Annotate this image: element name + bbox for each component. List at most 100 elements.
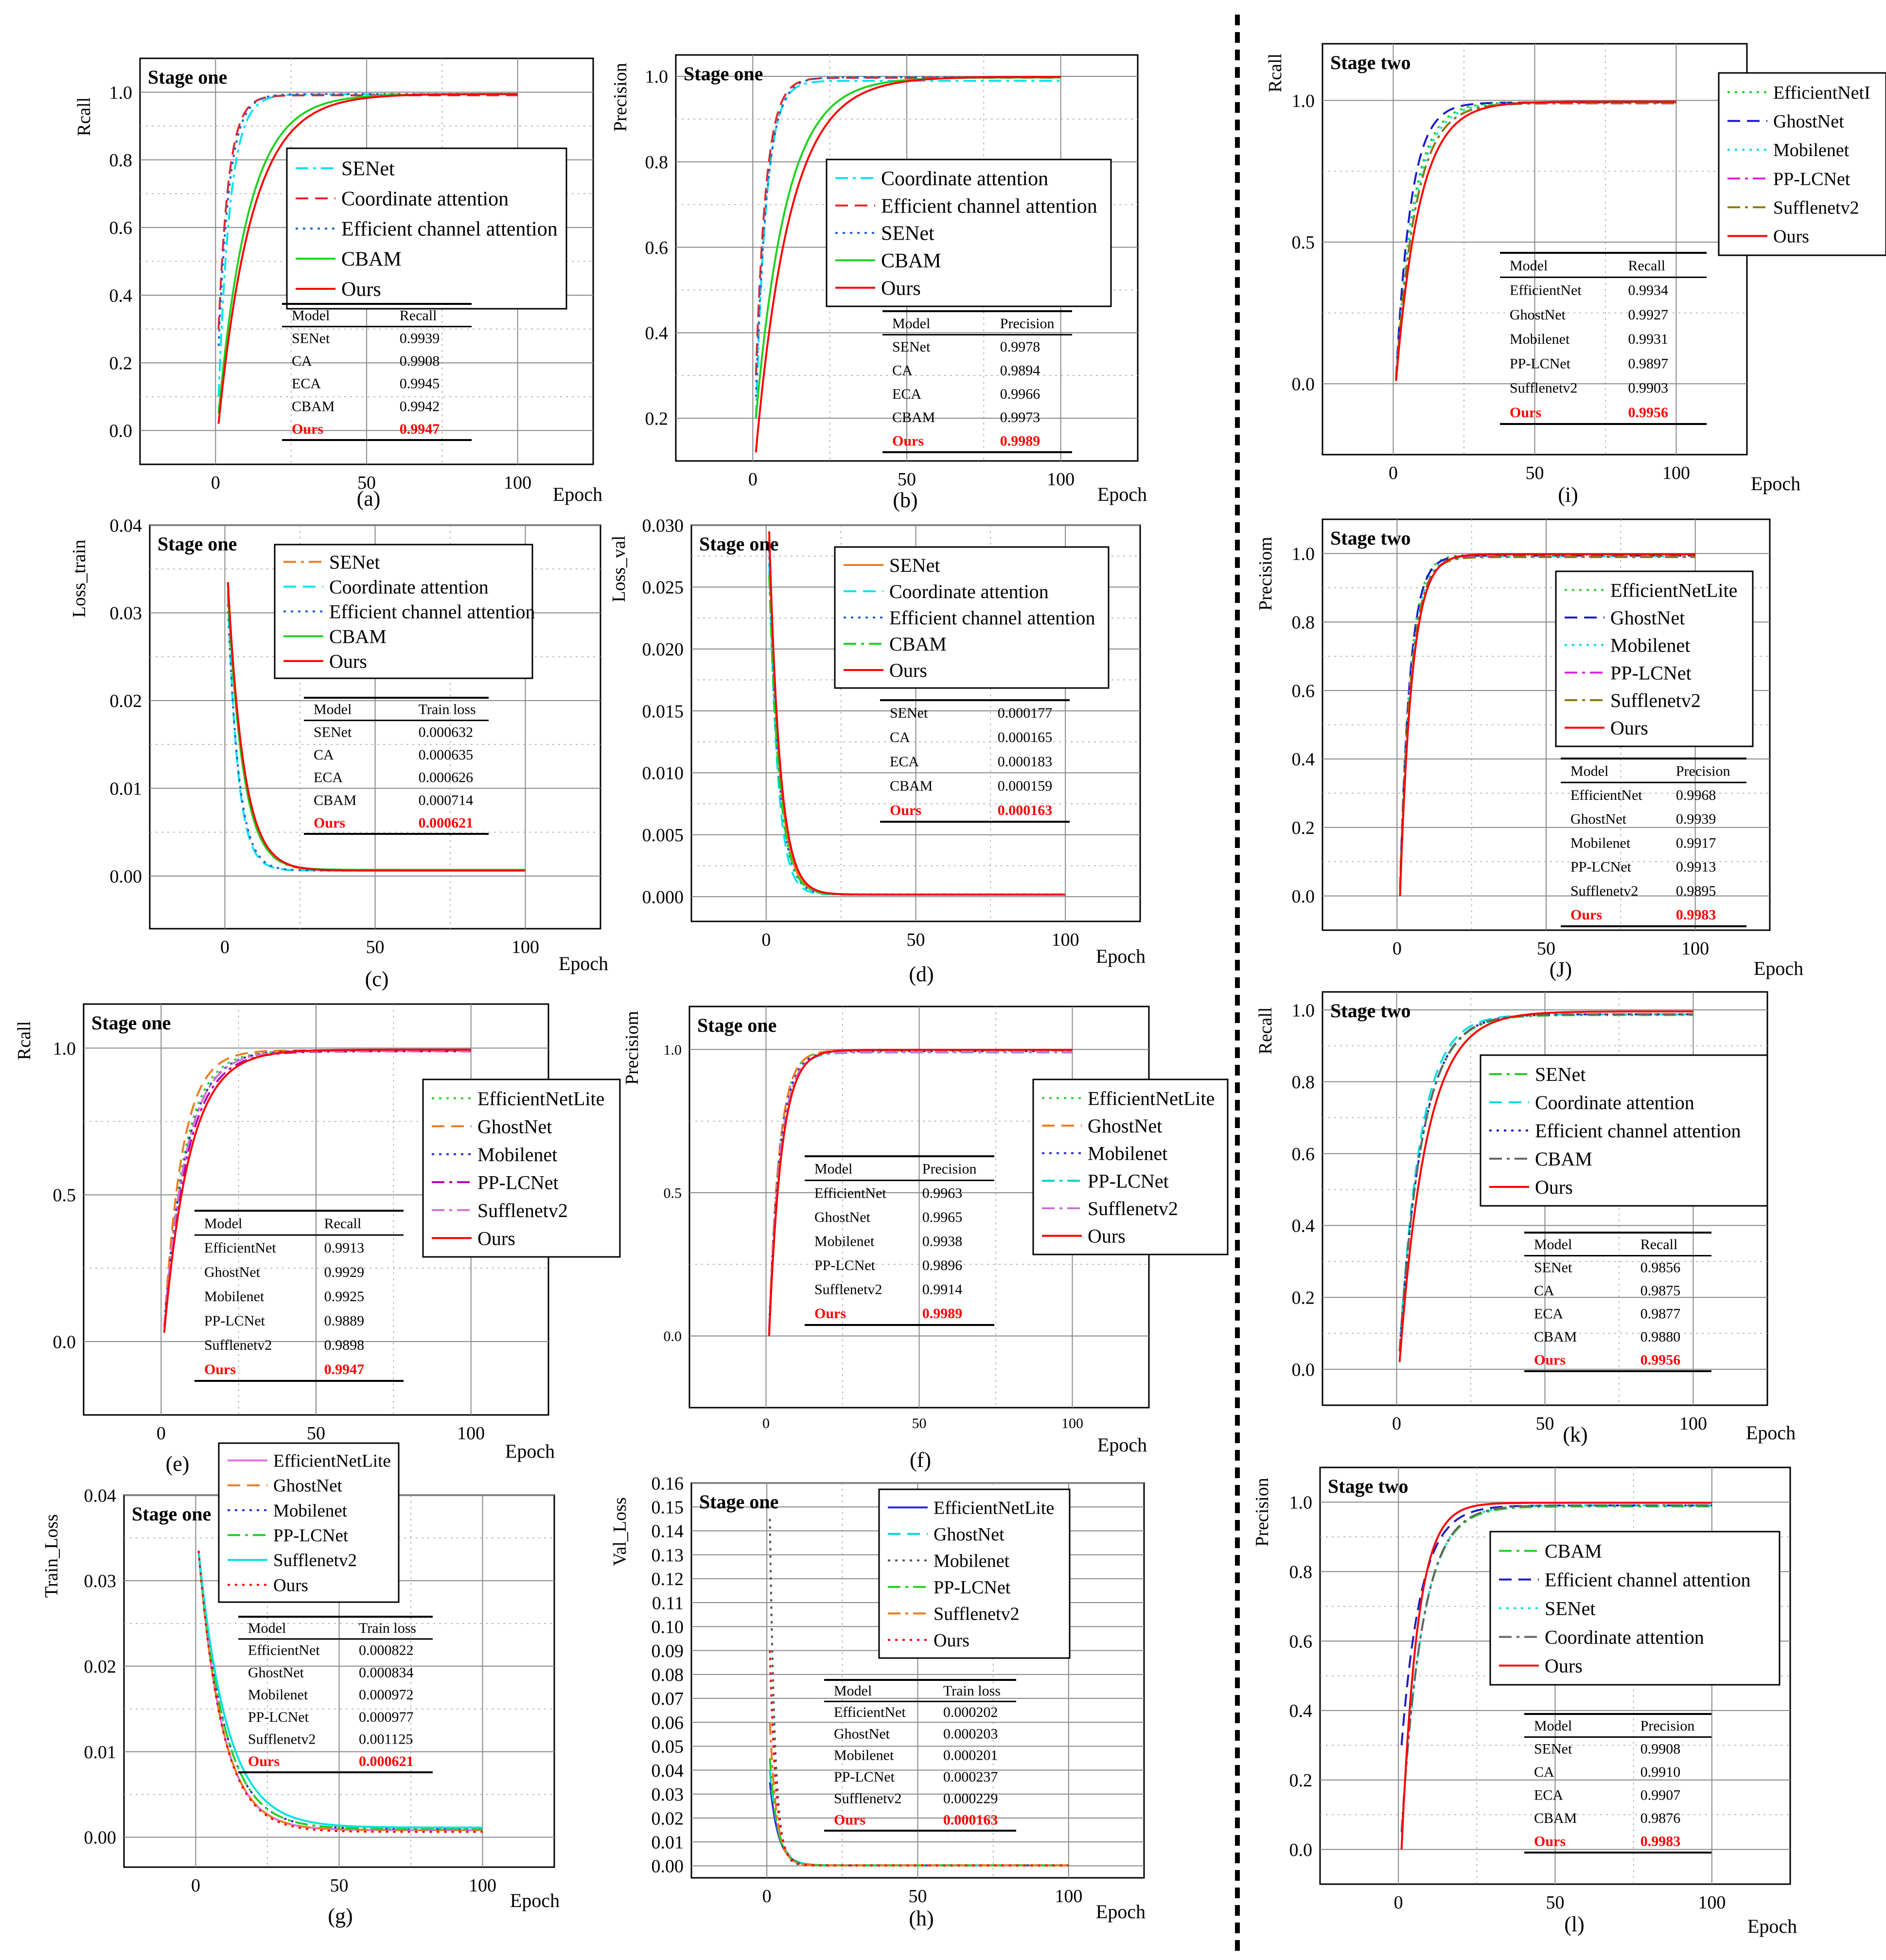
series-line-efficient-channel-attention <box>217 93 518 346</box>
chart-title: Stage one <box>132 1503 211 1525</box>
x-axis-label: Epoch <box>1097 483 1147 505</box>
chart-g: 0 50 100 0.00 0.01 0.02 0.03 0.04 Stage one Train… <box>41 1442 560 1928</box>
table-cell: 0.000203 <box>943 1726 998 1742</box>
y-axis-label: Rcall <box>1265 53 1286 92</box>
legend-label: SENet <box>329 551 380 573</box>
legend-label: SENet <box>1535 1063 1586 1085</box>
table-cell: GhostNet <box>204 1264 261 1280</box>
x-tick-label: 100 <box>1055 1886 1082 1907</box>
chart-e: 0 50 100 0.0 0.5 1.0 Stage one Rcall Epoch (e) Eff… <box>14 1003 621 1476</box>
table-header-cell: Precision <box>1000 316 1055 332</box>
legend-label: Sufflenetv2 <box>273 1551 357 1571</box>
table-cell: CBAM <box>1534 1329 1577 1345</box>
panel-caption: (k) <box>1563 1423 1587 1447</box>
table-cell: PP-LCNet <box>1570 859 1632 875</box>
table-cell: ECA <box>1534 1787 1563 1803</box>
legend-label: Ours <box>1088 1225 1126 1247</box>
legend-label: EfficientNetLite <box>273 1451 391 1471</box>
table-cell: Ours <box>248 1753 280 1769</box>
table-cell: Ours <box>314 815 345 831</box>
legend: EfficientNetLite GhostNet Mobilenet PP-LCNe… <box>218 1442 400 1603</box>
series-line-cbam <box>1398 1013 1693 1352</box>
table-cell: Mobilenet <box>834 1748 894 1764</box>
table-cell: 0.000621 <box>359 1753 414 1769</box>
table-header-cell: Model <box>1534 1236 1572 1253</box>
legend-label: PP-LCNet <box>273 1526 349 1546</box>
table-cell: 0.000834 <box>359 1664 414 1680</box>
x-tick-label: 100 <box>1681 938 1709 959</box>
legend-label: Sufflenetv2 <box>477 1200 568 1221</box>
table-cell: 0.9880 <box>1640 1329 1681 1345</box>
table-header-cell: Model <box>204 1216 242 1232</box>
legend-label: Ours <box>1773 227 1809 247</box>
legend-box <box>1032 1078 1229 1255</box>
table-header-cell: Train loss <box>419 702 476 718</box>
series-line-ours <box>163 1048 471 1333</box>
panel-caption: (a) <box>357 487 381 511</box>
y-tick-label: 0.015 <box>642 701 684 722</box>
x-tick-label: 0 <box>157 1423 166 1444</box>
chart-h: 0 50 100 0.00 0.01 0.02 0.03 0.04 0.05 0.06 0.07 0.… <box>610 1473 1146 1930</box>
y-tick-label: 0.03 <box>84 1571 117 1591</box>
series-line-efficientneti <box>1395 101 1676 378</box>
table-cell: CA <box>292 353 312 369</box>
y-tick-label: 0.07 <box>652 1689 684 1709</box>
table-cell: ECA <box>890 754 919 770</box>
table-header-cell: Precision <box>1640 1718 1695 1734</box>
chart-title: Stage one <box>697 1014 776 1036</box>
y-tick-label: 0.03 <box>652 1784 684 1805</box>
y-tick-label: 0.06 <box>652 1713 684 1733</box>
legend-label: PP-LCNet <box>1088 1170 1169 1192</box>
table-cell: 0.9963 <box>922 1185 963 1201</box>
table-cell: Ours <box>292 421 323 437</box>
x-tick-label: 50 <box>1526 463 1544 483</box>
table-cell: 0.9913 <box>1676 859 1716 875</box>
series-line-ghostnet <box>1395 101 1676 378</box>
legend-label: Efficient channel attention <box>341 218 558 241</box>
legend: EfficientNetI GhostNet Mobilenet PP-LCNet Su… <box>1718 72 1886 256</box>
metrics-table: Model Train loss EfficientNet 0.000202 Ghost… <box>824 1679 1016 1832</box>
y-tick-label: 0.020 <box>642 639 684 660</box>
y-axis-label: Val_Loss <box>610 1497 630 1566</box>
chart-d: 0 50 100 0.000 0.005 0.010 0.015 0.020 0.025 0.03… <box>609 515 1146 986</box>
table-header-cell: Model <box>248 1620 286 1636</box>
series-line-pp-lcnet <box>197 1551 483 1830</box>
legend-box <box>1480 1054 1768 1207</box>
legend-label: Ours <box>1610 717 1648 739</box>
table-header-cell: Precision <box>922 1161 977 1177</box>
table-cell: 0.9910 <box>1640 1764 1681 1780</box>
series-line-sufflenetv2 <box>1399 556 1695 889</box>
chart-l: 0 50 100 0.0 0.2 0.4 0.6 0.8 1.0 Stage two Precisi… <box>1252 1466 1797 1937</box>
y-tick-label: 0.11 <box>652 1593 684 1613</box>
legend-label: Coordinate attention <box>329 576 489 598</box>
chart-title: Stage two <box>1330 52 1411 73</box>
legend-box <box>1489 1531 1780 1686</box>
table-cell: GhostNet <box>814 1209 871 1225</box>
table-cell: EfficientNet <box>204 1240 276 1256</box>
chart-a: 0 50 100 0.0 0.2 0.4 0.6 0.8 1.0 Stage one Rcall Ep… <box>74 57 602 511</box>
table-cell: GhostNet <box>834 1726 890 1742</box>
metrics-table: Model Recall EfficientNet 0.9934 GhostNet 0.9… <box>1500 252 1707 425</box>
table-header-cell: Model <box>1534 1718 1572 1734</box>
series-line-ours <box>197 1551 483 1833</box>
metrics-table: SENet 0.000177 CA 0.000165 ECA 0.000183 CBAM 0.… <box>880 699 1070 823</box>
table-cell: 0.9966 <box>1000 386 1040 402</box>
legend-label: CBAM <box>1545 1540 1602 1562</box>
y-tick-label: 0.03 <box>110 603 142 624</box>
y-tick-label: 0.4 <box>1289 1701 1313 1721</box>
y-tick-label: 1.0 <box>645 67 669 87</box>
legend-label: SENet <box>881 223 934 245</box>
table-cell: Sufflenetv2 <box>248 1731 316 1747</box>
table-cell: 0.9942 <box>400 398 440 414</box>
table-cell: 0.9989 <box>1000 433 1040 449</box>
table-cell: Ours <box>892 433 924 449</box>
series-line-ours <box>217 93 518 424</box>
chart-k: 0 50 100 0.0 0.2 0.4 0.6 0.8 1.0 Stage two Recall E… <box>1255 991 1796 1447</box>
y-tick-label: 0.16 <box>652 1473 684 1494</box>
y-tick-label: 0.2 <box>1292 1288 1315 1308</box>
table-cell: 0.000163 <box>998 802 1053 818</box>
series-line-efficientnetlite <box>163 1049 471 1327</box>
table-cell: 0.9983 <box>1676 907 1716 923</box>
y-tick-label: 0.0 <box>1292 374 1315 395</box>
y-tick-label: 0.4 <box>645 323 669 344</box>
